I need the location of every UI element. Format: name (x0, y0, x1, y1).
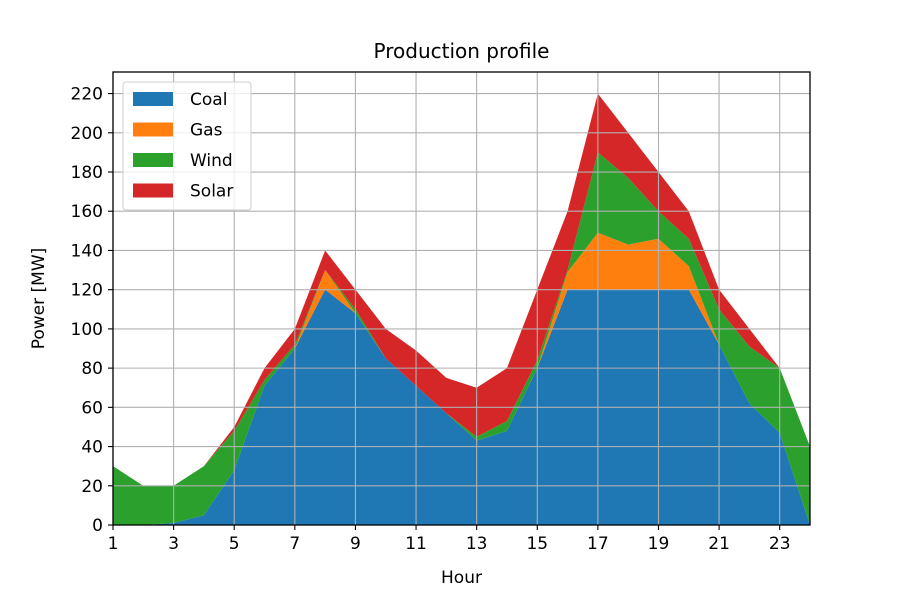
y-tick-label: 120 (71, 281, 103, 301)
legend: Coal Gas Wind Solar (122, 81, 252, 211)
x-tick-label: 9 (350, 534, 361, 554)
x-tick-label: 21 (708, 534, 730, 554)
y-tick-label: 40 (81, 438, 103, 458)
x-tick-label: 7 (289, 534, 300, 554)
chart-title: Production profile (374, 39, 550, 63)
y-tick-label: 100 (71, 320, 103, 340)
x-tick-label: 3 (168, 534, 179, 554)
y-tick-label: 0 (92, 516, 103, 536)
legend-swatch-wind (133, 153, 173, 167)
legend-swatch-solar (133, 183, 173, 198)
legend-box (122, 81, 252, 211)
y-tick-label: 180 (71, 163, 103, 183)
x-tick-label: 13 (466, 534, 488, 554)
legend-label-solar: Solar (190, 182, 233, 202)
y-tick-label: 220 (71, 85, 103, 105)
x-tick-label: 19 (648, 534, 670, 554)
area-wind (113, 152, 810, 525)
legend-label-gas: Gas (190, 121, 223, 141)
y-tick-label: 160 (71, 202, 103, 222)
x-tick-label: 17 (587, 534, 609, 554)
x-tick-label: 23 (769, 534, 791, 554)
area-coal (113, 289, 810, 525)
legend-label-coal: Coal (190, 90, 227, 110)
y-tick-label: 200 (71, 124, 103, 144)
y-tick-label: 20 (81, 477, 103, 497)
y-tick-label: 140 (71, 241, 103, 261)
legend-swatch-gas (133, 122, 173, 137)
y-axis-ticks: 0 20 40 60 80 100 120 140 160 180 200 220 (71, 85, 113, 536)
legend-label-wind: Wind (190, 151, 233, 171)
x-axis-title: Hour (441, 568, 482, 588)
y-tick-label: 60 (81, 398, 103, 418)
legend-swatch-coal (133, 92, 173, 106)
plot-frame (112, 71, 811, 526)
y-axis-title: Power [MW] (29, 248, 49, 350)
x-tick-label: 1 (108, 534, 119, 554)
x-tick-label: 11 (405, 534, 427, 554)
x-tick-label: 5 (229, 534, 240, 554)
x-tick-label: 15 (526, 534, 548, 554)
x-axis-ticks: 1 3 5 7 9 11 13 15 17 19 21 23 (108, 525, 791, 554)
y-tick-label: 80 (81, 359, 103, 379)
